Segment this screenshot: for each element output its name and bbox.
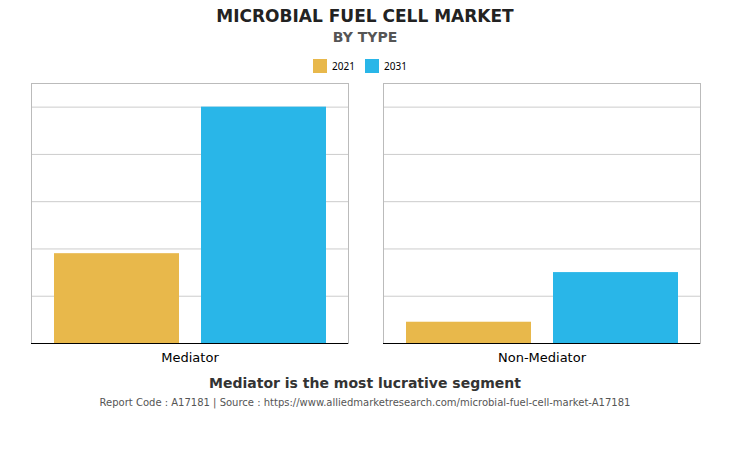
html-text:Mediator is the most lucrative: Mediator is the most lucrative segment <box>209 375 521 391</box>
svg-text:Mediator: Mediator <box>161 350 219 365</box>
html-text:Report Code : A17181 | Source: Report Code : A17181 | Source : https://… <box>99 397 631 408</box>
html-text:BY TYPE: BY TYPE <box>332 29 398 45</box>
html-text:2021: 2021 <box>332 58 355 73</box>
html-text:2031: 2031 <box>384 58 407 73</box>
html-text:MICROBIAL FUEL CELL MARKET: MICROBIAL FUEL CELL MARKET <box>216 6 514 26</box>
svg-text:Non-Mediator: Non-Mediator <box>498 350 587 365</box>
